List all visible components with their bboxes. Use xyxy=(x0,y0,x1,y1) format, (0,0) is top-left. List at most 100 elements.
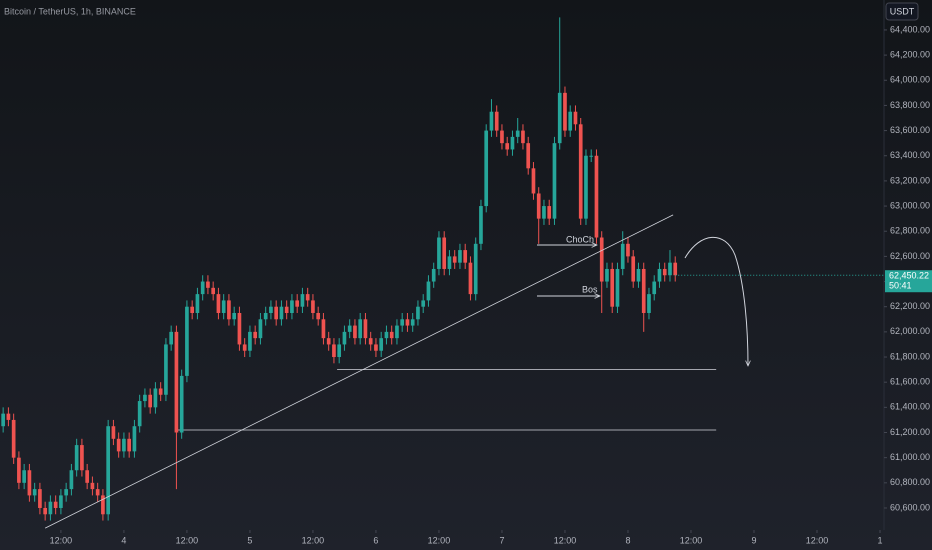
candle-body xyxy=(59,495,63,508)
y-tick-label: 64,400.00 xyxy=(890,24,930,34)
candle-body xyxy=(95,489,100,496)
candle-body xyxy=(122,438,126,452)
candle-body xyxy=(484,130,489,207)
candle-body xyxy=(311,300,315,313)
x-tick-label: 12:00 xyxy=(176,535,199,545)
candle-body xyxy=(290,300,294,313)
candle-body xyxy=(22,470,26,483)
candle-body xyxy=(379,338,384,351)
candle-body xyxy=(6,413,11,420)
candle-body xyxy=(106,426,110,515)
candle-body xyxy=(347,325,352,332)
y-tick-label: 63,000.00 xyxy=(890,200,930,210)
candle-body xyxy=(53,501,58,508)
y-tick-label: 60,800.00 xyxy=(890,477,930,487)
candle-body xyxy=(332,344,336,358)
last-price-box xyxy=(885,270,932,293)
y-tick-label: 61,400.00 xyxy=(890,402,930,412)
candle-body xyxy=(573,111,578,125)
candle-body xyxy=(80,445,84,471)
candle-body xyxy=(374,344,378,351)
y-tick-label: 63,400.00 xyxy=(890,150,930,160)
candle-body xyxy=(263,312,268,320)
candle-body xyxy=(232,312,237,320)
candle-body xyxy=(64,489,68,496)
candle-body xyxy=(127,438,132,452)
candle-body xyxy=(43,507,47,515)
x-tick-label: 12:00 xyxy=(554,535,577,545)
candle-body xyxy=(174,331,179,433)
candle-body xyxy=(410,319,415,326)
candle-body xyxy=(305,294,310,301)
candle-body xyxy=(237,312,242,345)
candle-body xyxy=(101,495,105,515)
x-tick-label: 9 xyxy=(751,535,756,545)
candle-body xyxy=(494,111,499,131)
candle-body xyxy=(164,344,168,395)
candle-body xyxy=(594,155,599,238)
candle-body xyxy=(211,287,216,295)
candle-body xyxy=(38,489,42,508)
candle-body xyxy=(505,143,510,150)
x-tick-label: 12:00 xyxy=(302,535,325,545)
candle-body xyxy=(158,388,163,395)
candle-body xyxy=(421,300,426,307)
candle-body xyxy=(673,262,678,276)
candle-body xyxy=(631,256,636,282)
candle-body xyxy=(85,470,89,483)
candle-body xyxy=(458,250,462,263)
candle-body xyxy=(662,268,667,276)
candle-body xyxy=(400,319,405,326)
candle-body xyxy=(563,92,567,131)
candle-body xyxy=(185,306,189,376)
candle-body xyxy=(216,294,221,313)
candle-body xyxy=(442,237,447,269)
x-tick-label: 7 xyxy=(499,535,504,545)
x-tick-label: 6 xyxy=(373,535,378,545)
candle-body xyxy=(489,111,494,131)
candle-body xyxy=(17,457,21,483)
candle-body xyxy=(626,243,630,257)
y-tick-label: 61,800.00 xyxy=(890,351,930,361)
candle-body xyxy=(652,281,657,295)
x-tick-label: 5 xyxy=(247,535,252,545)
candle-body xyxy=(284,306,289,313)
candle-body xyxy=(599,237,604,282)
candle-body xyxy=(500,130,504,144)
x-tick-label: 12:00 xyxy=(428,535,451,545)
annotation: ChoCh xyxy=(566,234,594,244)
candle-body xyxy=(468,262,473,295)
candle-body xyxy=(32,489,37,496)
trendline xyxy=(44,214,674,529)
candle-body xyxy=(536,193,541,219)
candle-body xyxy=(90,482,95,490)
candle-body xyxy=(337,344,342,358)
candle-body xyxy=(169,331,174,345)
chart-title: Bitcoin / TetherUS, 1h, BINANCE xyxy=(4,6,136,16)
candle-body xyxy=(557,92,562,144)
y-tick-label: 62,800.00 xyxy=(890,226,930,236)
candle-body xyxy=(274,306,279,320)
candle-body xyxy=(358,319,363,339)
candle-body xyxy=(1,413,5,427)
candle-body xyxy=(589,155,594,157)
projection-arrow xyxy=(684,236,748,366)
candle-body xyxy=(11,419,16,458)
candle-body xyxy=(353,325,357,339)
candle-body xyxy=(295,300,300,307)
currency-box[interactable] xyxy=(885,2,919,21)
candle-body xyxy=(526,143,531,169)
candle-body xyxy=(395,325,399,339)
x-tick-label: 8 xyxy=(625,535,630,545)
candle-body xyxy=(321,319,326,339)
candle-body xyxy=(253,331,258,339)
currency[interactable]: USDT xyxy=(890,6,915,16)
candle-body xyxy=(69,470,74,490)
candle-body xyxy=(547,206,552,219)
candle-body xyxy=(190,306,195,313)
candle-body xyxy=(647,294,651,313)
candle-body xyxy=(521,130,525,144)
candle-body xyxy=(148,394,153,408)
